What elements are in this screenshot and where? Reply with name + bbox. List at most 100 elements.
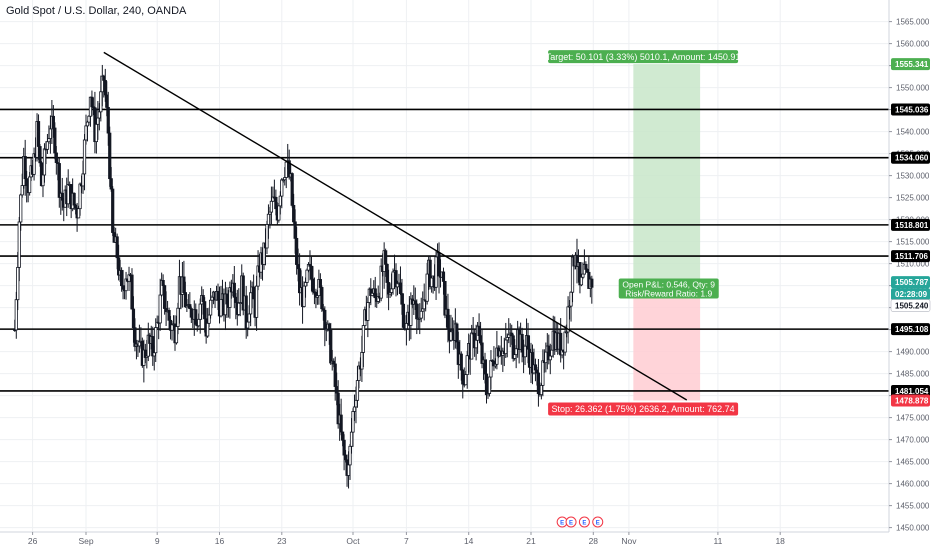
candle-body [290, 173, 294, 206]
candle-body [51, 115, 55, 129]
candle-body [327, 323, 331, 331]
candle-body [188, 304, 192, 310]
event-marker-icon [578, 516, 590, 528]
candle-body [53, 127, 57, 154]
candle-body [339, 414, 343, 433]
price-tag-price: 1505.787 [895, 278, 929, 287]
candle-body [249, 292, 253, 315]
time-axis-tick-label: 16 [215, 536, 225, 546]
candle-body [536, 372, 541, 395]
candle-body [296, 264, 300, 270]
risk-reward-label: Risk/Reward Ratio: 1.9 [625, 289, 712, 299]
time-axis-tick-label: 9 [155, 536, 160, 546]
price-tag-target-bg [891, 58, 930, 71]
candle-body [351, 411, 355, 433]
event-marker-icon [565, 516, 577, 528]
candle-body [391, 271, 395, 290]
candle-body [120, 270, 124, 287]
candle-body [478, 335, 483, 344]
event-marker-label: E [582, 521, 586, 527]
price-axis-tick-label: 1460.000 [896, 480, 930, 489]
candle-body [449, 331, 453, 341]
candle-body [510, 332, 514, 337]
time-axis-tick-label: Sep [78, 536, 93, 546]
price-axis-tick-label: 1510.000 [896, 260, 930, 269]
candle-body [102, 75, 106, 81]
event-marker-label: E [596, 521, 600, 527]
candle-body [115, 236, 119, 259]
candle-body [341, 431, 345, 441]
candle-body [201, 295, 205, 302]
time-axis-tick-label: Nov [621, 536, 637, 546]
price-tag-level: 1481.054 [895, 387, 929, 396]
candle-body [329, 329, 333, 364]
price-axis-tick-label: 1455.000 [896, 502, 930, 511]
candle-body [335, 386, 339, 394]
candle-body [361, 325, 365, 353]
price-tag-level-bg [891, 323, 930, 336]
candle-body [269, 200, 274, 213]
price-axis-tick-label: 1450.000 [896, 524, 930, 533]
candle-body [23, 156, 27, 180]
candle-body [206, 322, 210, 337]
candle-body [280, 179, 284, 197]
candle-body [105, 94, 109, 108]
candle-body [87, 115, 91, 123]
candle-body [247, 313, 251, 323]
candle-body [513, 354, 517, 359]
candle-body [109, 178, 113, 190]
candle-body [544, 351, 548, 364]
candle-body [384, 250, 388, 265]
candle-body [477, 325, 481, 337]
price-axis-tick-label: 1565.000 [896, 18, 930, 27]
candle-body [303, 282, 308, 287]
candle-body [311, 278, 315, 293]
candle-body [470, 332, 474, 360]
candle-body [198, 303, 202, 320]
candle-body [210, 296, 214, 301]
target-label: Target: 50.101 (3.33%) 5010.1, Amount: 1… [546, 52, 741, 62]
price-tag-level: 1511.706 [895, 252, 928, 261]
price-axis-tick-label: 1485.000 [896, 370, 930, 379]
candle-body [174, 326, 179, 344]
candle-body [17, 221, 21, 268]
price-tag-entry-bg [890, 299, 931, 312]
time-axis-tick-label: 21 [526, 536, 536, 546]
candle-body [121, 285, 125, 290]
time-axis-tick-label: 14 [464, 536, 474, 546]
candle-body [346, 464, 351, 476]
candle-body [216, 290, 220, 301]
candle-body [584, 264, 588, 270]
candle-body [541, 360, 545, 386]
candle-body [373, 288, 377, 299]
candle-body [20, 185, 24, 196]
candle-body [389, 288, 394, 293]
pnl-label: Open P&L: 0.546, Qty: 9 [622, 280, 715, 290]
candle-body [183, 292, 187, 308]
candle-body [526, 335, 530, 350]
candle-body [16, 266, 20, 301]
candle-body [19, 194, 23, 223]
time-axis-tick-label: 28 [589, 536, 599, 546]
candle-body [563, 331, 567, 353]
candle-body [225, 293, 229, 305]
price-tag-level-bg [891, 151, 930, 164]
candle-body [158, 294, 162, 324]
candle-body [487, 376, 492, 394]
candle-body [182, 276, 186, 293]
candle-body [461, 369, 465, 385]
candle-body [464, 374, 468, 386]
candle-body [161, 279, 165, 287]
price-tag-level: 1545.036 [895, 105, 929, 114]
candle-body [189, 308, 193, 318]
symbol-title[interactable]: Gold Spot / U.S. Dollar, 240, OANDA [6, 5, 187, 17]
price-axis-tick-label: 1540.000 [896, 128, 930, 137]
candle-body [318, 279, 322, 288]
candle-body [343, 454, 348, 461]
candle-body [295, 237, 299, 265]
candle-body [533, 364, 538, 371]
price-tag-level-bg [891, 250, 930, 263]
candle-body [41, 174, 45, 187]
candle-body [82, 139, 87, 175]
